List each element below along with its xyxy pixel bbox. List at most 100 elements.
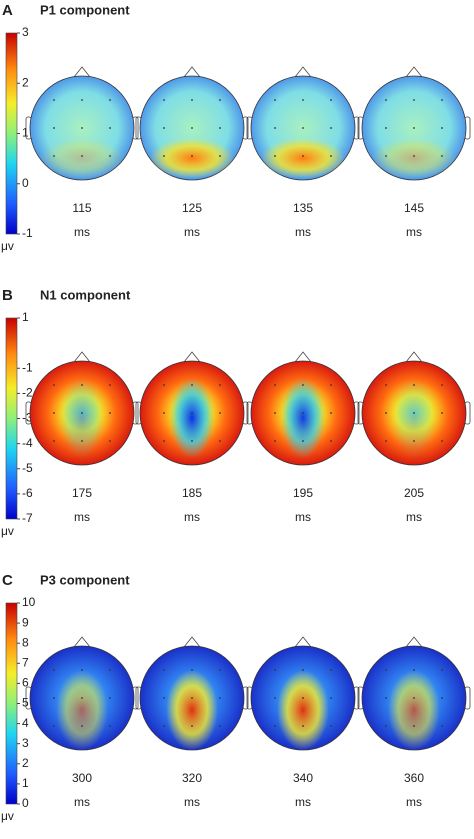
colorbar-tick-label: 3 [22,25,29,39]
electrode [385,697,387,699]
electrode [191,725,193,727]
electrode [385,127,387,129]
electrode [219,384,221,386]
activation [277,670,329,750]
electrode [274,99,276,101]
electrode [109,669,111,671]
electrode [441,155,443,157]
topomap [246,66,360,181]
electrode [53,99,55,101]
electrode [53,697,55,699]
electrode [441,127,443,129]
electrode [81,155,83,157]
electrode [302,440,304,442]
nose [73,351,91,363]
topomap [25,636,139,751]
electrode [330,384,332,386]
nose [294,351,312,363]
nose [405,351,423,363]
nose [294,636,312,648]
topomap [25,351,139,466]
electrode [109,99,111,101]
topomap [246,636,360,751]
colorbar-tick-label: 4 [22,716,29,730]
electrode [109,697,111,699]
electrode [219,155,221,157]
electrode [330,697,332,699]
colorbar [5,32,18,235]
time-label: 175 [72,486,92,500]
time-label: 115 [72,201,91,215]
electrode [274,127,276,129]
electrode [53,412,55,414]
electrode [163,99,165,101]
electrode [53,440,55,442]
panel-label: B [2,287,13,304]
electrode [274,155,276,157]
activation [60,378,104,458]
colorbar-tick-label: 7 [22,655,29,669]
electrode [81,99,83,101]
electrode [163,725,165,727]
colorbar-tick-label: 1 [22,310,29,324]
activation [372,138,456,178]
electrode [413,725,415,727]
activation [166,670,218,750]
topomap [135,66,249,181]
time-unit: ms [406,225,422,239]
electrode [163,440,165,442]
electrode [441,99,443,101]
electrode [109,384,111,386]
electrode [385,725,387,727]
electrode [274,440,276,442]
electrode [441,412,443,414]
electrode [302,384,304,386]
electrode [219,725,221,727]
colorbar-tick-label: -1 [22,226,33,240]
time-label: 195 [293,486,313,500]
time-label: 300 [72,771,92,785]
activation [56,670,108,750]
electrode [302,127,304,129]
electrode [191,440,193,442]
electrode [191,155,193,157]
electrode [109,412,111,414]
nose [294,66,312,78]
electrode [274,412,276,414]
colorbar-tick-label: -4 [22,436,33,450]
nose [183,66,201,78]
electrode [385,384,387,386]
electrode [413,99,415,101]
time-label: 125 [182,201,202,215]
electrode [302,155,304,157]
electrode [302,669,304,671]
electrode [191,127,193,129]
activation [261,138,345,178]
electrode [219,99,221,101]
electrode [109,440,111,442]
electrode [191,412,193,414]
panel: B N1 component 1 -1 -2 -3 -4 -5 -6 -7 μv 175 ms 185 ms… [1,287,471,538]
electrode [413,669,415,671]
electrode [413,384,415,386]
nose [73,636,91,648]
electrode [53,725,55,727]
electrode [413,697,415,699]
electrode [330,99,332,101]
time-label: 185 [182,486,202,500]
electrode [330,725,332,727]
time-unit: ms [295,795,311,809]
electrode [53,127,55,129]
colorbar-tick-label: 8 [22,635,29,649]
activation [170,378,214,458]
electrode [385,669,387,671]
electrode [191,384,193,386]
time-unit: ms [184,795,200,809]
electrode [274,384,276,386]
topomap [25,66,139,181]
activation [392,378,436,458]
electrode [163,384,165,386]
colorbar-tick-label: -5 [22,461,33,475]
electrode [413,440,415,442]
electrode [219,669,221,671]
